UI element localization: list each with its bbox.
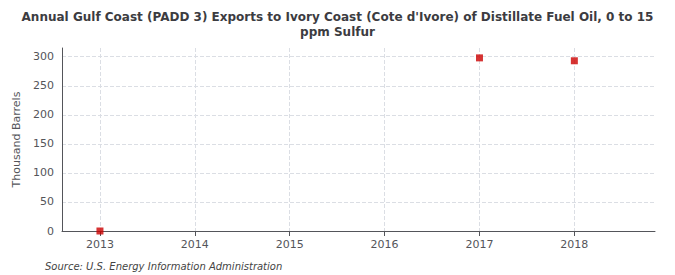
svg-text:150: 150 xyxy=(33,137,54,150)
svg-text:2018: 2018 xyxy=(560,238,588,251)
svg-text:2017: 2017 xyxy=(465,238,493,251)
svg-text:250: 250 xyxy=(33,79,54,92)
svg-text:300: 300 xyxy=(33,50,54,63)
svg-text:Source: U.S. Energy Informatio: Source: U.S. Energy Information Administ… xyxy=(45,261,282,272)
svg-text:2013: 2013 xyxy=(86,238,114,251)
svg-text:2015: 2015 xyxy=(276,238,304,251)
svg-text:2014: 2014 xyxy=(181,238,209,251)
svg-text:100: 100 xyxy=(33,166,54,179)
svg-text:200: 200 xyxy=(33,108,54,121)
svg-text:2016: 2016 xyxy=(371,238,399,251)
svg-text:50: 50 xyxy=(40,195,54,208)
svg-text:ppm Sulfur: ppm Sulfur xyxy=(300,25,375,39)
svg-text:0: 0 xyxy=(47,225,54,238)
svg-text:Annual Gulf Coast (PADD 3) Exp: Annual Gulf Coast (PADD 3) Exports to Iv… xyxy=(22,10,654,24)
svg-text:Thousand Barrels: Thousand Barrels xyxy=(10,91,23,188)
